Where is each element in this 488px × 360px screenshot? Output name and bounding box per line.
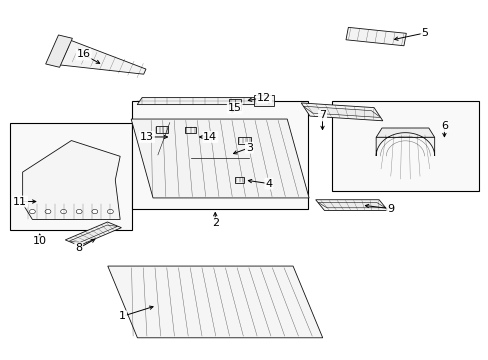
Circle shape [45, 210, 51, 214]
Text: 7: 7 [318, 111, 325, 121]
Bar [254, 95, 273, 106]
Text: 9: 9 [386, 204, 393, 214]
Polygon shape [315, 200, 387, 211]
Text: 1: 1 [119, 311, 126, 321]
Polygon shape [65, 222, 121, 246]
Circle shape [107, 210, 113, 214]
Circle shape [61, 210, 66, 214]
Text: 14: 14 [203, 132, 217, 142]
Polygon shape [346, 27, 406, 46]
Polygon shape [238, 137, 250, 144]
Polygon shape [56, 39, 145, 74]
Text: 8: 8 [75, 243, 82, 253]
Polygon shape [185, 127, 196, 133]
Circle shape [92, 210, 98, 214]
Circle shape [29, 210, 35, 214]
Polygon shape [375, 128, 434, 137]
Text: 10: 10 [33, 236, 47, 246]
Circle shape [76, 210, 82, 214]
Polygon shape [318, 202, 385, 208]
Text: 12: 12 [256, 93, 270, 103]
Polygon shape [69, 225, 117, 243]
Text: 6: 6 [440, 121, 447, 131]
Bar [132, 101, 307, 209]
Polygon shape [107, 266, 322, 338]
Polygon shape [375, 133, 434, 156]
Polygon shape [303, 106, 380, 117]
Bar [331, 101, 478, 191]
Polygon shape [22, 140, 120, 220]
Text: 16: 16 [77, 49, 90, 59]
Text: 13: 13 [140, 132, 154, 142]
Text: 3: 3 [245, 143, 252, 153]
Polygon shape [234, 177, 244, 183]
Text: 4: 4 [265, 179, 272, 189]
Text: 15: 15 [227, 103, 241, 113]
Bar [10, 123, 132, 230]
Text: 2: 2 [211, 218, 218, 228]
Polygon shape [131, 119, 308, 198]
Polygon shape [301, 103, 382, 121]
Polygon shape [137, 98, 273, 105]
Polygon shape [155, 126, 167, 134]
Polygon shape [45, 35, 72, 67]
Text: 5: 5 [421, 28, 427, 38]
Bar [228, 99, 241, 110]
Text: 11: 11 [13, 197, 27, 207]
